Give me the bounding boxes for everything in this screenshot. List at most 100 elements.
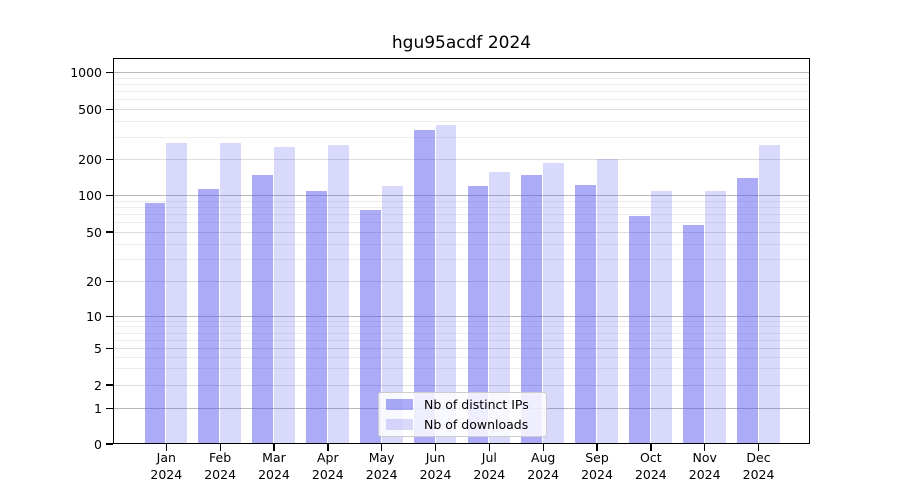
bar-downloads xyxy=(543,163,565,443)
x-tick-mark xyxy=(381,444,383,451)
bar-distinct-ips xyxy=(413,130,435,443)
legend-label-downloads: Nb of downloads xyxy=(424,417,529,432)
legend-label-distinct-ips: Nb of distinct IPs xyxy=(424,397,529,412)
x-tick-month: Sep xyxy=(585,450,609,465)
x-tick-year: 2024 xyxy=(419,466,452,482)
x-tick-mark xyxy=(596,444,598,451)
bar-distinct-ips xyxy=(629,215,650,443)
legend-swatch-downloads xyxy=(386,419,413,430)
y-tick-mark xyxy=(106,281,113,283)
y-tick-mark xyxy=(106,71,113,73)
minor-gridline xyxy=(114,99,809,101)
y-tick-mark xyxy=(106,316,113,318)
x-tick-mark xyxy=(704,444,706,451)
x-tick-month: Feb xyxy=(209,450,232,465)
y-tick-mark xyxy=(106,108,113,110)
x-tick-label: Sep 2024 xyxy=(565,450,629,483)
x-tick-year: 2024 xyxy=(742,466,775,482)
gridline xyxy=(114,316,809,318)
minor-gridline xyxy=(114,243,809,245)
minor-gridline xyxy=(114,90,809,92)
x-tick-mark xyxy=(488,444,491,451)
bar-downloads xyxy=(166,142,188,443)
y-tick-mark xyxy=(106,384,113,386)
y-tick-label: 500 xyxy=(78,101,102,117)
bar-distinct-ips xyxy=(306,190,327,443)
bar-downloads xyxy=(220,142,242,443)
x-tick-year: 2024 xyxy=(204,466,237,482)
minor-gridline xyxy=(114,77,809,79)
bar-distinct-ips xyxy=(521,174,543,443)
legend: Nb of distinct IPs Nb of downloads xyxy=(378,392,547,437)
bar-distinct-ips xyxy=(144,203,166,443)
bar-downloads xyxy=(758,145,780,443)
legend-row-downloads: Nb of downloads xyxy=(379,416,546,433)
minor-gridline xyxy=(114,259,809,261)
x-tick-mark xyxy=(219,444,221,451)
bar-downloads xyxy=(327,145,349,443)
y-tick-mark xyxy=(106,195,113,197)
y-tick-label: 5 xyxy=(94,340,102,356)
y-tick-label: 20 xyxy=(86,274,102,290)
x-tick-year: 2024 xyxy=(581,466,613,482)
plot-area xyxy=(113,58,810,444)
x-tick-label: Feb 2024 xyxy=(188,450,252,483)
y-tick-label: 1000 xyxy=(70,64,102,80)
gridline xyxy=(114,281,809,283)
x-tick-month: Jun xyxy=(425,450,446,465)
x-tick-mark xyxy=(757,444,760,451)
x-tick-month: Jul xyxy=(481,450,497,465)
minor-gridline xyxy=(114,121,809,123)
gridline xyxy=(114,231,809,233)
x-tick-label: Dec 2024 xyxy=(727,450,791,483)
x-tick-mark xyxy=(650,444,652,451)
minor-gridline xyxy=(114,368,809,370)
minor-gridline xyxy=(114,200,809,202)
x-tick-year: 2024 xyxy=(688,466,721,482)
y-tick-label: 100 xyxy=(78,188,102,204)
x-tick-year: 2024 xyxy=(527,466,560,482)
gridline xyxy=(114,158,809,160)
x-tick-mark xyxy=(165,444,167,451)
bar-downloads xyxy=(381,186,403,443)
x-tick-label: May 2024 xyxy=(350,450,414,483)
x-tick-label: Apr 2024 xyxy=(296,450,360,483)
x-tick-year: 2024 xyxy=(473,466,506,482)
x-tick-month: Oct xyxy=(640,450,662,465)
x-tick-month: May xyxy=(368,450,395,465)
gridline xyxy=(114,347,809,349)
x-tick-year: 2024 xyxy=(258,466,290,482)
y-tick-label: 50 xyxy=(86,224,102,240)
bar-distinct-ips xyxy=(467,186,489,443)
y-tick-label: 1 xyxy=(94,400,102,416)
y-tick-mark xyxy=(106,407,113,409)
x-tick-label: Oct 2024 xyxy=(619,450,683,483)
x-tick-mark xyxy=(327,444,329,451)
gridline xyxy=(114,195,809,197)
x-tick-mark xyxy=(434,444,437,451)
gridline xyxy=(114,384,809,386)
bar-distinct-ips xyxy=(575,185,597,443)
y-tick-label: 200 xyxy=(78,151,102,167)
y-tick-label: 10 xyxy=(86,309,102,325)
x-tick-mark xyxy=(542,444,544,451)
x-tick-month: Nov xyxy=(692,450,717,465)
x-tick-month: Mar xyxy=(262,450,286,465)
x-tick-month: Apr xyxy=(317,450,339,465)
x-tick-label: Mar 2024 xyxy=(242,450,306,483)
x-tick-label: Aug 2024 xyxy=(511,450,575,483)
bar-downloads xyxy=(435,124,457,443)
x-tick-year: 2024 xyxy=(311,466,344,482)
bar-downloads xyxy=(489,172,511,443)
y-tick-mark xyxy=(106,158,113,160)
y-tick-mark xyxy=(106,231,113,233)
legend-row-distinct-ips: Nb of distinct IPs xyxy=(379,396,546,413)
x-tick-year: 2024 xyxy=(365,466,398,482)
minor-gridline xyxy=(114,136,809,138)
bar-downloads xyxy=(274,147,295,443)
x-tick-label: Jan 2024 xyxy=(134,450,198,483)
chart-title: hgu95acdf 2024 xyxy=(391,33,532,53)
minor-gridline xyxy=(114,222,809,224)
minor-gridline xyxy=(114,356,809,358)
